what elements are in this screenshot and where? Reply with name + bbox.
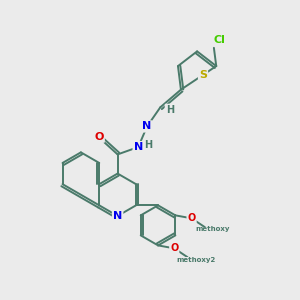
Text: methoxy: methoxy <box>196 226 230 232</box>
Text: H: H <box>145 140 153 150</box>
Text: O: O <box>170 243 178 253</box>
Text: N: N <box>142 122 152 131</box>
Text: H: H <box>166 105 174 115</box>
Text: O: O <box>188 213 196 223</box>
Text: O: O <box>94 132 104 142</box>
Text: N: N <box>113 211 122 221</box>
Text: Cl: Cl <box>213 34 225 45</box>
Text: methoxy2: methoxy2 <box>176 256 215 262</box>
Text: S: S <box>199 70 207 80</box>
Text: N: N <box>134 142 143 152</box>
